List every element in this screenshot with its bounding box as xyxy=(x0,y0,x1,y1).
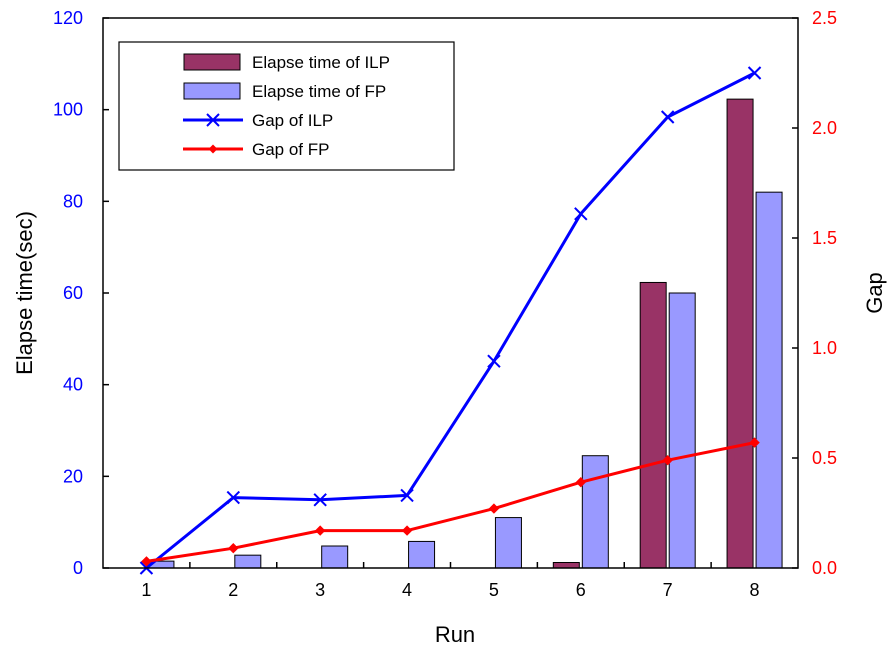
legend-box xyxy=(118,41,455,171)
x-tick-label: 7 xyxy=(663,580,673,600)
y2-tick-label: 0.0 xyxy=(812,558,837,578)
y-tick-label: 60 xyxy=(63,283,83,303)
x-tick-label: 8 xyxy=(750,580,760,600)
y-axis-title: Elapse time(sec) xyxy=(12,211,37,375)
x-tick-label: 6 xyxy=(576,580,586,600)
bar-elapse-time-of-fp xyxy=(668,292,696,569)
bars-layer xyxy=(147,98,783,569)
bar-elapse-time-of-fp xyxy=(321,545,349,569)
bar-elapse-time-of-fp xyxy=(581,455,609,569)
legend-label-gap-of-ilp: Gap of ILP xyxy=(252,111,333,130)
bar-elapse-time-of-fp xyxy=(234,554,262,569)
marker-gap-of-ilp xyxy=(660,110,675,124)
marker-gap-of-fp xyxy=(141,556,152,567)
bar-elapse-time-of-ilp xyxy=(726,98,754,569)
bar-elapse-time-of-fp xyxy=(408,540,436,569)
legend-marker-gap-of-ilp xyxy=(206,113,220,127)
x-tick-label: 2 xyxy=(228,580,238,600)
y2-tick-label: 2.5 xyxy=(812,8,837,28)
legend-marker-gap-of-fp xyxy=(208,144,218,154)
y2-tick-label: 1.0 xyxy=(812,338,837,358)
legend-label-elapse-time-of-fp: Elapse time of FP xyxy=(252,82,386,101)
x-tick-label: 5 xyxy=(489,580,499,600)
y2-tick-label: 1.5 xyxy=(812,228,837,248)
lines-layer xyxy=(139,66,762,575)
marker-gap-of-fp xyxy=(662,454,673,466)
marker-gap-of-fp xyxy=(575,476,587,488)
x-tick-label: 4 xyxy=(402,580,412,600)
line-gap-of-fp xyxy=(146,441,755,563)
marker-gap-of-ilp xyxy=(487,354,501,368)
marker-gap-of-ilp xyxy=(400,488,414,503)
bar-elapse-time-of-fp xyxy=(755,191,783,569)
marker-gap-of-ilp xyxy=(574,207,588,221)
y-tick-label: 80 xyxy=(63,191,83,211)
x-tick-label: 1 xyxy=(141,580,151,600)
bar-elapse-time-of-ilp xyxy=(552,562,580,569)
line-gap-of-ilp xyxy=(145,71,756,570)
y-tick-label: 100 xyxy=(53,100,83,120)
legend-label-gap-of-fp: Gap of FP xyxy=(252,140,329,159)
axes-layer: 0 20 40 60 80 100 120 0.0 0.5 1.0 1.5 2.0 2.5 1 2 3 4 5 6 7… xyxy=(53,8,837,600)
y-tick-label: 0 xyxy=(73,558,83,578)
legend-label-elapse-time-of-ilp: Elapse time of ILP xyxy=(252,53,390,72)
x-tick-label: 3 xyxy=(315,580,325,600)
marker-gap-of-fp xyxy=(314,525,326,536)
y2-tick-label: 0.5 xyxy=(812,448,837,468)
legend: Elapse time of ILP Elapse time of FP Gap o… xyxy=(118,41,455,171)
marker-gap-of-fp xyxy=(749,437,760,448)
marker-gap-of-fp xyxy=(488,503,500,514)
marker-gap-of-ilp xyxy=(747,66,762,80)
marker-gap-of-ilp xyxy=(313,493,327,507)
bar-elapse-time-of-ilp xyxy=(639,281,667,569)
y2-tick-label: 2.0 xyxy=(812,118,837,138)
marker-gap-of-fp xyxy=(401,525,413,536)
y-tick-label: 40 xyxy=(63,375,83,395)
legend-swatch-elapse-time-of-ilp xyxy=(183,53,241,71)
x-axis-title: Run xyxy=(435,622,475,647)
legend-swatch-elapse-time-of-fp xyxy=(183,82,241,100)
y-tick-label: 20 xyxy=(63,466,83,486)
bar-elapse-time-of-fp xyxy=(494,517,522,569)
marker-gap-of-fp xyxy=(228,542,239,554)
marker-gap-of-ilp xyxy=(226,490,241,505)
y-tick-label: 120 xyxy=(53,8,83,28)
y2-axis-title: Gap xyxy=(862,272,887,314)
